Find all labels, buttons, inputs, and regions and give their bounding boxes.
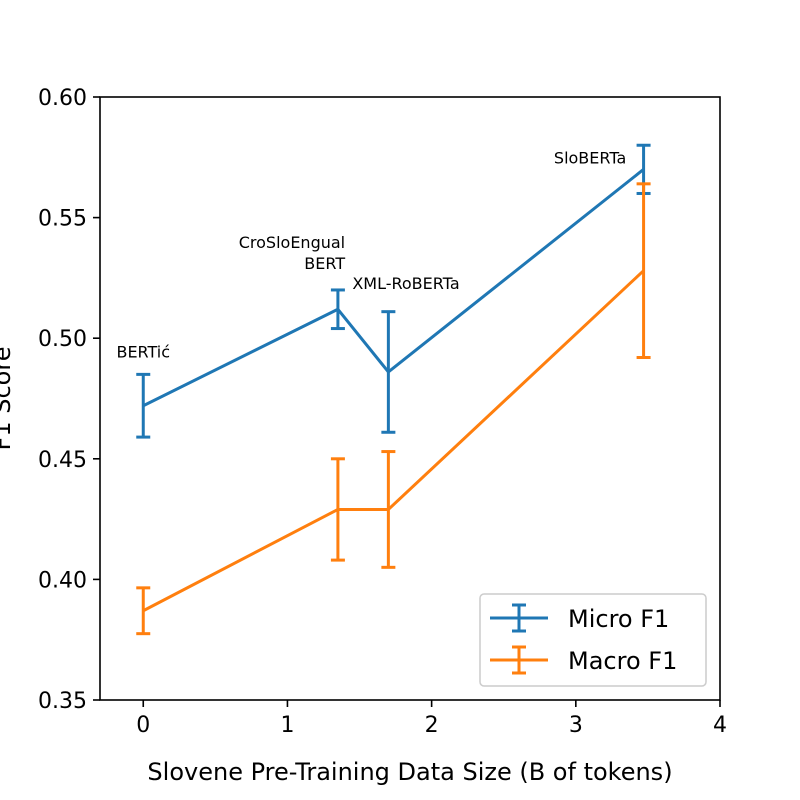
- legend: Micro F1 Macro F1: [479, 593, 707, 687]
- y-axis-label: F1 Score: [0, 347, 16, 451]
- series-line: [142, 168, 645, 408]
- x-tick-label: 4: [713, 713, 727, 738]
- y-axis: 0.35 0.40 0.45 0.50 0.55 0.60: [38, 86, 100, 714]
- annotation-label: BERT: [304, 254, 345, 273]
- legend-label: Macro F1: [568, 647, 677, 675]
- x-tick-label: 2: [425, 713, 439, 738]
- x-axis-label: Slovene Pre-Training Data Size (B of tok…: [147, 758, 672, 786]
- x-tick-label: 0: [136, 713, 150, 738]
- series-line: [142, 269, 645, 613]
- plot-frame: [99, 96, 721, 701]
- y-tick-label: 0.55: [38, 207, 87, 232]
- y-tick-label: 0.50: [38, 327, 87, 352]
- series-layer: [136, 143, 651, 636]
- y-tick-label: 0.40: [38, 568, 87, 593]
- annotation-label: SloBERTa: [554, 148, 626, 167]
- annotation-label: CroSloEngual: [239, 233, 345, 252]
- x-tick-label: 3: [569, 713, 583, 738]
- x-tick-label: 1: [280, 713, 294, 738]
- annotation-layer: BERTić CroSloEngual BERT XML-RoBERTa SloBERT…: [116, 148, 626, 361]
- x-axis: 0 1 2 3 4: [136, 700, 727, 738]
- series-macro-f1: [136, 182, 651, 636]
- annotation-label: XML-RoBERTa: [352, 274, 459, 293]
- y-tick-label: 0.35: [38, 689, 87, 714]
- y-tick-label: 0.60: [38, 86, 87, 111]
- legend-label: Micro F1: [568, 605, 669, 633]
- annotation-label: BERTić: [116, 342, 170, 361]
- y-tick-label: 0.45: [38, 448, 87, 473]
